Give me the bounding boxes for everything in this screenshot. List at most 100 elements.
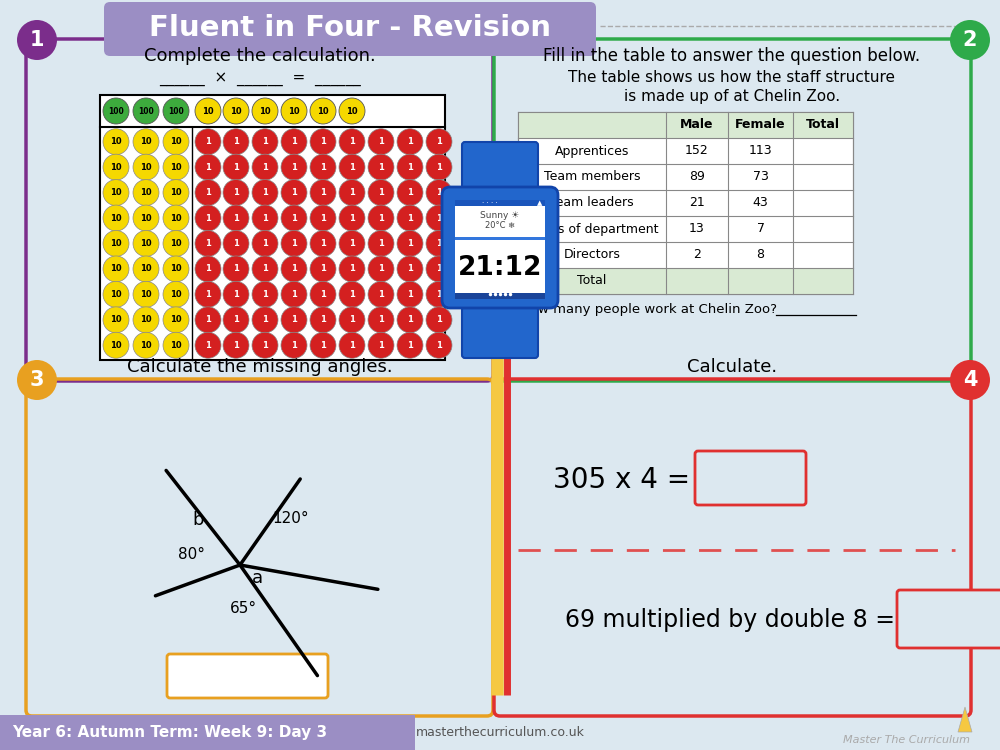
- Circle shape: [163, 129, 189, 154]
- Text: 1: 1: [378, 137, 384, 146]
- Text: 1: 1: [320, 239, 326, 248]
- Text: Calculate.: Calculate.: [687, 358, 777, 376]
- Text: ▲: ▲: [537, 200, 543, 206]
- Text: 1: 1: [349, 188, 355, 197]
- Circle shape: [310, 256, 336, 282]
- Circle shape: [133, 307, 159, 333]
- Circle shape: [103, 332, 129, 358]
- Circle shape: [368, 179, 394, 206]
- Text: 1: 1: [320, 137, 326, 146]
- Text: 1: 1: [436, 290, 442, 299]
- Text: 1: 1: [378, 188, 384, 197]
- Circle shape: [310, 129, 336, 154]
- Text: 10: 10: [140, 163, 152, 172]
- Bar: [518, 112, 853, 138]
- Text: Master The Curriculum: Master The Curriculum: [843, 735, 970, 745]
- Text: 10: 10: [140, 340, 152, 350]
- Circle shape: [163, 179, 189, 206]
- Text: a: a: [252, 569, 263, 587]
- Text: b: b: [192, 511, 204, 529]
- Circle shape: [195, 281, 221, 308]
- Circle shape: [281, 281, 307, 308]
- Circle shape: [252, 205, 278, 231]
- Circle shape: [103, 129, 129, 154]
- Bar: [455, 237, 545, 259]
- Text: Total: Total: [806, 118, 840, 131]
- Circle shape: [133, 154, 159, 180]
- FancyBboxPatch shape: [462, 307, 538, 358]
- Text: Male: Male: [680, 118, 714, 131]
- Text: 1: 1: [205, 315, 211, 324]
- Text: 1: 1: [205, 290, 211, 299]
- Text: 1: 1: [320, 214, 326, 223]
- Text: 1: 1: [407, 315, 413, 324]
- Text: 1: 1: [262, 163, 268, 172]
- Circle shape: [310, 98, 336, 124]
- Text: 10: 10: [170, 137, 182, 146]
- Text: 10: 10: [140, 315, 152, 324]
- Bar: [455, 200, 545, 206]
- Text: Heads of department: Heads of department: [525, 223, 659, 236]
- Circle shape: [163, 256, 189, 282]
- Circle shape: [195, 256, 221, 282]
- Text: 10: 10: [170, 265, 182, 274]
- Circle shape: [310, 205, 336, 231]
- Circle shape: [195, 129, 221, 154]
- Bar: [518, 112, 853, 294]
- Text: ______  ×  ______  =  ______: ______ × ______ = ______: [159, 70, 361, 86]
- Circle shape: [252, 154, 278, 180]
- Text: The table shows us how the staff structure: The table shows us how the staff structu…: [568, 70, 896, 86]
- Text: 1: 1: [320, 188, 326, 197]
- Circle shape: [133, 332, 159, 358]
- Circle shape: [252, 98, 278, 124]
- Text: 1: 1: [291, 137, 297, 146]
- Circle shape: [252, 179, 278, 206]
- Bar: [100, 95, 445, 360]
- Text: 10: 10: [140, 290, 152, 299]
- Text: 1: 1: [436, 188, 442, 197]
- Text: 1: 1: [262, 290, 268, 299]
- Text: 1: 1: [378, 265, 384, 274]
- Text: 1: 1: [205, 214, 211, 223]
- Text: 1: 1: [407, 214, 413, 223]
- Text: Fluent in Four - Revision: Fluent in Four - Revision: [149, 14, 551, 42]
- Circle shape: [133, 179, 159, 206]
- Circle shape: [223, 281, 249, 308]
- Text: 10: 10: [202, 106, 214, 116]
- Bar: [518, 268, 853, 294]
- Text: 10: 10: [170, 188, 182, 197]
- Text: ✉: ✉: [468, 242, 478, 254]
- Text: Team leaders: Team leaders: [550, 196, 634, 209]
- Circle shape: [368, 281, 394, 308]
- Circle shape: [368, 129, 394, 154]
- Circle shape: [281, 230, 307, 256]
- Text: 10: 10: [259, 106, 271, 116]
- Circle shape: [163, 205, 189, 231]
- Circle shape: [368, 154, 394, 180]
- Circle shape: [397, 154, 423, 180]
- Text: 1: 1: [320, 340, 326, 350]
- Text: 1: 1: [436, 265, 442, 274]
- Text: 1: 1: [436, 315, 442, 324]
- Text: Apprentices: Apprentices: [555, 145, 629, 158]
- Text: 10: 10: [170, 340, 182, 350]
- Circle shape: [252, 332, 278, 358]
- Text: 10: 10: [110, 315, 122, 324]
- Text: 1: 1: [349, 290, 355, 299]
- Circle shape: [281, 256, 307, 282]
- Circle shape: [223, 205, 249, 231]
- Text: 1: 1: [233, 315, 239, 324]
- Circle shape: [339, 179, 365, 206]
- Text: 65°: 65°: [230, 601, 257, 616]
- Text: How many people work at Chelin Zoo?: How many people work at Chelin Zoo?: [520, 304, 777, 316]
- Circle shape: [163, 98, 189, 124]
- Text: 21: 21: [689, 196, 705, 209]
- Text: 1: 1: [291, 340, 297, 350]
- Circle shape: [281, 179, 307, 206]
- Text: 1: 1: [407, 188, 413, 197]
- Text: 10: 10: [170, 214, 182, 223]
- Circle shape: [426, 179, 452, 206]
- Text: 1: 1: [407, 163, 413, 172]
- Circle shape: [339, 129, 365, 154]
- Text: 1: 1: [205, 137, 211, 146]
